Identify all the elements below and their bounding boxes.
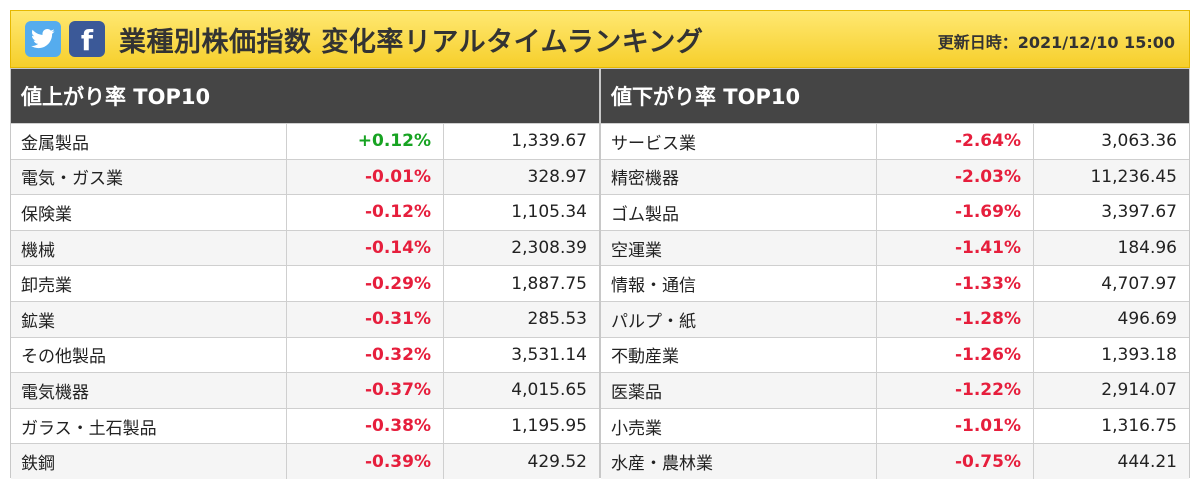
sector-name: 小売業 xyxy=(601,408,877,444)
sector-name: 空運業 xyxy=(601,230,877,266)
index-value: 4,015.65 xyxy=(511,380,587,401)
gainers-title: 値上がり率 TOP10 xyxy=(11,69,599,123)
table-row: 機械 -0.14% 2,308.39 xyxy=(11,229,599,266)
sector-name: 精密機器 xyxy=(601,159,877,195)
sector-name: パルプ・紙 xyxy=(601,301,877,337)
twitter-icon xyxy=(31,29,55,49)
index-value: 3,531.14 xyxy=(511,344,587,365)
sector-name: 卸売業 xyxy=(11,266,287,301)
index-value: 1,393.18 xyxy=(1101,344,1177,365)
change-rate: -1.01% xyxy=(877,408,1034,444)
sector-name: 鉄鋼 xyxy=(11,444,287,479)
index-value: 1,339.67 xyxy=(511,131,587,152)
sector-name: 金属製品 xyxy=(11,124,287,159)
table-row: 鉱業 -0.31% 285.53 xyxy=(11,300,599,337)
index-value: 2,914.07 xyxy=(1101,380,1177,401)
sector-name: 情報・通信 xyxy=(601,266,877,301)
change-rate: -1.28% xyxy=(877,301,1034,337)
index-value: 285.53 xyxy=(527,309,587,330)
table-row: 金属製品 +0.12% 1,339.67 xyxy=(11,123,599,159)
table-row: 電気機器 -0.37% 4,015.65 xyxy=(11,372,599,408)
sector-name: ガラス・土石製品 xyxy=(11,408,287,444)
sector-name: 電気・ガス業 xyxy=(11,159,287,195)
sector-name: サービス業 xyxy=(601,124,877,159)
table-row: 卸売業 -0.29% 1,887.75 xyxy=(11,265,599,301)
sector-name: 保険業 xyxy=(11,195,287,230)
change-rate: -0.14% xyxy=(287,230,444,266)
table-row: サービス業 -2.64% 3,063.36 xyxy=(601,123,1189,159)
losers-title: 値下がり率 TOP10 xyxy=(601,69,1189,123)
sector-name: 水産・農林業 xyxy=(601,444,877,479)
index-value: 444.21 xyxy=(1117,451,1177,472)
table-row: 医薬品 -1.22% 2,914.07 xyxy=(601,372,1189,408)
table-row: 小売業 -1.01% 1,316.75 xyxy=(601,407,1189,444)
change-rate: -0.31% xyxy=(287,301,444,337)
sector-name: 不動産業 xyxy=(601,337,877,373)
index-value: 2,308.39 xyxy=(511,238,587,259)
gainers-table: 値上がり率 TOP10 金属製品 +0.12% 1,339.67 電気・ガス業 -0.0… xyxy=(10,68,600,479)
change-rate: -0.12% xyxy=(287,195,444,230)
twitter-share-button[interactable] xyxy=(25,21,61,57)
index-value: 1,195.95 xyxy=(511,416,587,437)
index-value: 328.97 xyxy=(527,166,587,187)
index-value: 184.96 xyxy=(1117,238,1177,259)
ranking-tables: 値上がり率 TOP10 金属製品 +0.12% 1,339.67 電気・ガス業 -0.0… xyxy=(10,68,1190,479)
index-value: 3,063.36 xyxy=(1101,131,1177,152)
ranking-header: f 業種別株価指数 変化率リアルタイムランキング 更新日時：2021/12/10… xyxy=(10,10,1190,68)
change-rate: -1.26% xyxy=(877,337,1034,373)
index-value: 1,316.75 xyxy=(1101,416,1177,437)
updated-timestamp: 更新日時：2021/12/10 15:00 xyxy=(937,33,1175,52)
change-rate: -0.32% xyxy=(287,337,444,373)
page-title: 業種別株価指数 変化率リアルタイムランキング xyxy=(119,26,704,58)
change-rate: -0.75% xyxy=(877,444,1034,479)
sector-name: 鉱業 xyxy=(11,301,287,337)
index-value: 3,397.67 xyxy=(1101,202,1177,223)
sector-name: 医薬品 xyxy=(601,373,877,408)
change-rate: -0.38% xyxy=(287,408,444,444)
change-rate: -1.41% xyxy=(877,230,1034,266)
change-rate: +0.12% xyxy=(287,124,444,159)
change-rate: -0.01% xyxy=(287,159,444,195)
table-row: 保険業 -0.12% 1,105.34 xyxy=(11,194,599,230)
sector-name: ゴム製品 xyxy=(601,195,877,230)
change-rate: -0.39% xyxy=(287,444,444,479)
losers-table: 値下がり率 TOP10 サービス業 -2.64% 3,063.36 精密機器 -2.03… xyxy=(600,68,1190,479)
table-row: 精密機器 -2.03% 11,236.45 xyxy=(601,158,1189,195)
change-rate: -2.03% xyxy=(877,159,1034,195)
table-row: 不動産業 -1.26% 1,393.18 xyxy=(601,336,1189,373)
facebook-share-button[interactable]: f xyxy=(69,21,105,57)
change-rate: -2.64% xyxy=(877,124,1034,159)
table-row: ゴム製品 -1.69% 3,397.67 xyxy=(601,194,1189,230)
table-row: 鉄鋼 -0.39% 429.52 xyxy=(11,443,599,479)
table-row: 水産・農林業 -0.75% 444.21 xyxy=(601,443,1189,479)
table-row: 情報・通信 -1.33% 4,707.97 xyxy=(601,265,1189,301)
sector-name: 機械 xyxy=(11,230,287,266)
index-value: 4,707.97 xyxy=(1101,273,1177,294)
index-value: 429.52 xyxy=(527,451,587,472)
table-row: その他製品 -0.32% 3,531.14 xyxy=(11,336,599,373)
sector-name: 電気機器 xyxy=(11,373,287,408)
change-rate: -1.33% xyxy=(877,266,1034,301)
table-row: 電気・ガス業 -0.01% 328.97 xyxy=(11,158,599,195)
change-rate: -0.29% xyxy=(287,266,444,301)
change-rate: -0.37% xyxy=(287,373,444,408)
change-rate: -1.69% xyxy=(877,195,1034,230)
index-value: 1,887.75 xyxy=(511,273,587,294)
index-value: 496.69 xyxy=(1117,309,1177,330)
table-row: パルプ・紙 -1.28% 496.69 xyxy=(601,300,1189,337)
facebook-icon: f xyxy=(80,24,94,57)
index-value: 11,236.45 xyxy=(1090,166,1177,187)
change-rate: -1.22% xyxy=(877,373,1034,408)
table-row: ガラス・土石製品 -0.38% 1,195.95 xyxy=(11,407,599,444)
sector-name: その他製品 xyxy=(11,337,287,373)
table-row: 空運業 -1.41% 184.96 xyxy=(601,229,1189,266)
index-value: 1,105.34 xyxy=(511,202,587,223)
